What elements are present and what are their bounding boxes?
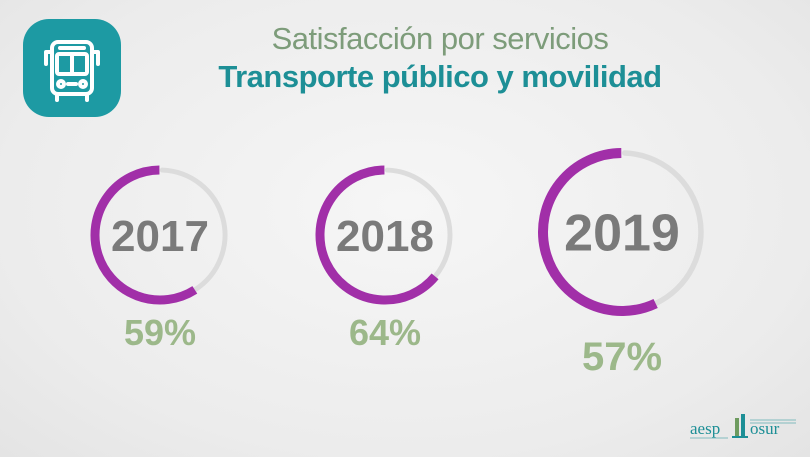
gauge-percent-label: 57%	[582, 335, 662, 379]
logo-text-right: osur	[750, 419, 780, 438]
gauge-percent-label: 64%	[349, 312, 421, 353]
gauge-track-2019	[622, 150, 704, 307]
logo-tower-icon	[732, 414, 748, 438]
page-title: Satisfacción por servicios	[271, 21, 609, 56]
gauge-year-label: 2018	[336, 212, 434, 261]
gauge-track-2018	[384, 167, 453, 279]
gauge-year-label: 2017	[111, 212, 209, 261]
gauge-2018: 2018 64%	[315, 165, 453, 353]
gauge-2019: 2019 57%	[538, 148, 704, 379]
aespsur-logo: aesp osur	[688, 410, 800, 444]
page-subtitle: Transporte público y movilidad	[218, 59, 662, 94]
gauge-year-label: 2019	[564, 205, 680, 263]
gauge-arc-2019	[538, 148, 658, 316]
gauge-arc-2018	[315, 165, 439, 305]
gauge-2017: 2017 59%	[90, 165, 228, 353]
bus-icon	[22, 18, 122, 118]
gauge-percent-label: 59%	[124, 312, 196, 353]
gauge-track-2017	[159, 167, 228, 293]
logo-text-left: aesp	[690, 419, 720, 438]
gauge-arc-2017	[90, 165, 198, 305]
title-block: Satisfacción por servicios Transporte pú…	[160, 22, 720, 96]
